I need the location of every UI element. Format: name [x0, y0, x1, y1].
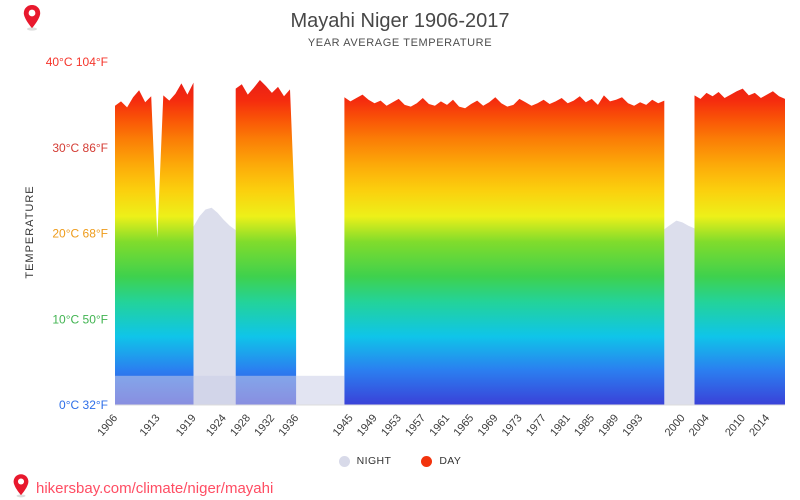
legend: NIGHT DAY: [0, 455, 800, 467]
legend-item-day: DAY: [421, 455, 461, 467]
night-low-band: [115, 375, 345, 405]
legend-item-night: NIGHT: [338, 455, 392, 467]
footer: hikersbay.com/climate/niger/mayahi: [12, 474, 273, 500]
night-areas: [193, 207, 695, 405]
x-tick-label: 1977: [524, 412, 549, 438]
x-tick-label: 1953: [379, 412, 404, 438]
x-tick-label: 1989: [596, 412, 621, 438]
temperature-area-chart: 40°C 104°F 30°C 86°F 20°C 68°F 10°C 50°F 0°C…: [46, 55, 785, 439]
x-tick-label: 2014: [747, 412, 772, 438]
y-tick-label: 30°C 86°F: [52, 141, 108, 155]
x-tick-label: 1993: [620, 412, 645, 438]
x-tick-label: 1949: [355, 412, 380, 438]
x-tick-label: 1985: [572, 412, 597, 438]
day-dot-icon: [421, 455, 433, 467]
legend-night-label: NIGHT: [356, 455, 392, 467]
y-tick-label: 40°C 104°F: [46, 55, 108, 69]
page-subtitle: YEAR AVERAGE TEMPERATURE: [307, 37, 493, 49]
x-tick-label: 1932: [252, 412, 277, 438]
x-tick-label: 1965: [451, 412, 476, 438]
page-title: Mayahi Niger 1906-2017: [290, 10, 510, 32]
x-tick-label: 1973: [500, 412, 525, 438]
x-tick-label: 1924: [204, 412, 229, 438]
x-tick-label: 1945: [331, 412, 356, 438]
legend-day-label: DAY: [439, 455, 462, 467]
x-tick-label: 1981: [548, 412, 573, 438]
day-areas: [115, 80, 785, 405]
x-tick-label: 1906: [95, 412, 120, 438]
night-dot-icon: [338, 455, 350, 467]
y-tick-label: 20°C 68°F: [52, 227, 108, 241]
location-pin-icon: [12, 474, 30, 500]
footer-link[interactable]: hikersbay.com/climate/niger/mayahi: [36, 480, 274, 497]
x-tick-label: 2010: [723, 412, 748, 438]
x-tick-label: 1936: [276, 412, 301, 438]
x-tick-label: 1913: [138, 412, 163, 438]
x-tick-label: 2004: [687, 412, 712, 438]
x-tick-label: 1961: [427, 412, 452, 438]
x-tick-label: 2000: [663, 412, 688, 438]
y-tick-label: 10°C 50°F: [52, 312, 108, 326]
x-tick-label: 1928: [228, 412, 253, 438]
location-pin-icon: [22, 5, 42, 36]
x-tick-label: 1969: [476, 412, 501, 438]
x-tick-label: 1957: [403, 412, 428, 438]
y-tick-label: 0°C 32°F: [59, 398, 108, 412]
x-tick-label: 1919: [174, 412, 199, 438]
